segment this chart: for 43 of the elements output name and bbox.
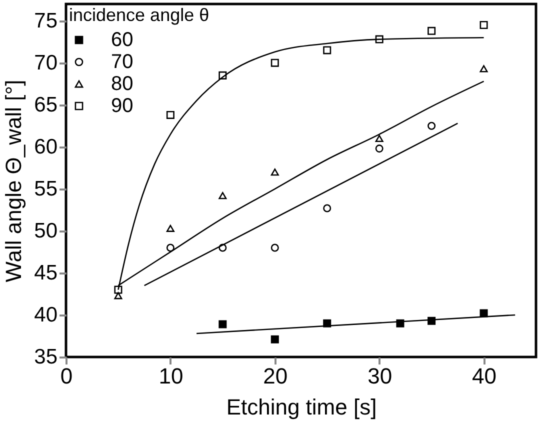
y-tick-label: 50 [34, 219, 58, 242]
y-tick-label: 75 [34, 9, 58, 32]
point [114, 292, 122, 300]
x-tick-label: 0 [60, 364, 73, 388]
point [166, 244, 174, 252]
point [480, 21, 488, 30]
point [270, 244, 279, 252]
point [166, 224, 174, 232]
x-axis-title: Etching time [s] [226, 394, 377, 420]
y-tick-label: 35 [34, 346, 58, 368]
legend-label: 70 [111, 51, 134, 73]
point [323, 204, 332, 212]
x-tick-label: 10 [158, 364, 184, 388]
point [480, 65, 488, 72]
point [166, 110, 174, 119]
y-tick-label: 60 [34, 135, 58, 158]
x-tick-label: 40 [472, 364, 497, 388]
point [428, 26, 436, 35]
legend-label: 60 [111, 29, 134, 51]
point [218, 320, 227, 328]
point [375, 144, 384, 153]
legend-label: 90 [111, 95, 134, 117]
y-tick-label: 45 [34, 261, 58, 284]
point [270, 168, 279, 176]
legend-label: 80 [111, 73, 134, 95]
point [218, 192, 227, 200]
y-tick-label: 70 [34, 51, 58, 74]
point [375, 134, 384, 142]
legend-title: incidence angle θ [69, 5, 210, 25]
x-tick-label: 30 [368, 364, 392, 388]
point [218, 244, 227, 252]
y-tick-label: 55 [34, 177, 58, 200]
point [218, 71, 227, 80]
point [375, 35, 384, 44]
point [270, 335, 279, 344]
point [323, 46, 332, 54]
x-tick-label: 20 [263, 364, 288, 388]
point [428, 122, 436, 130]
y-axis-title: Wall angle Θ_wall [°] [1, 80, 26, 282]
point [114, 286, 122, 294]
y-tick-label: 40 [34, 303, 58, 326]
point [270, 58, 279, 67]
y-tick-label: 65 [34, 93, 58, 116]
